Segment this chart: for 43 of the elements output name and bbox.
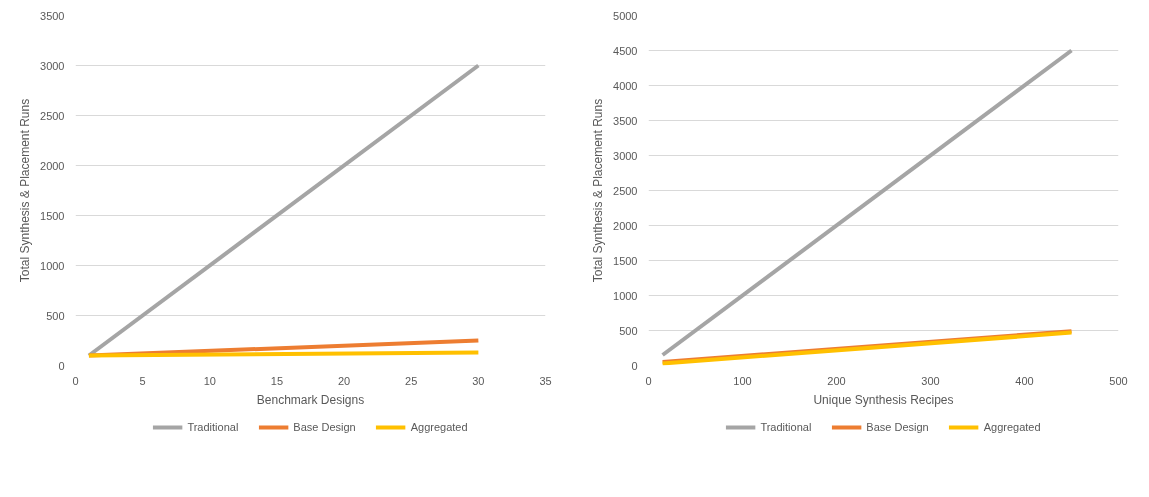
x-tick-label: 0: [645, 374, 652, 387]
y-tick-label: 4500: [613, 44, 638, 57]
y-tick-label: 500: [619, 324, 638, 337]
y-tick-label: 2500: [40, 109, 65, 122]
x-axis-title: Unique Synthesis Recipes: [813, 392, 954, 407]
x-tick-label: 15: [270, 374, 284, 387]
y-tick-label: 0: [631, 359, 638, 372]
y-tick-label: 3500: [40, 9, 65, 22]
y-tick-label: 3000: [40, 59, 65, 72]
x-tick-label: 300: [921, 374, 940, 387]
x-tick-label: 0: [72, 374, 79, 387]
y-tick-label: 2000: [40, 159, 65, 172]
y-tick-label: 3000: [613, 149, 638, 162]
y-tick-label: 1500: [613, 254, 638, 267]
x-tick-label: 100: [733, 374, 752, 387]
legend-label: Traditional: [187, 421, 239, 433]
x-tick-label: 35: [539, 374, 552, 387]
y-axis-title: Total Synthesis & Placement Runs: [18, 98, 33, 283]
y-tick-label: 4000: [613, 79, 638, 92]
legend-label: Aggregated: [983, 421, 1041, 433]
y-tick-label: 1000: [40, 259, 65, 272]
y-tick-label: 2000: [613, 219, 638, 232]
x-axis-title: Benchmark Designs: [256, 392, 365, 407]
y-tick-label: 3500: [613, 114, 638, 127]
legend-label: Base Design: [866, 421, 929, 433]
x-tick-label: 400: [1015, 374, 1034, 387]
legend-label: Base Design: [293, 421, 356, 433]
y-tick-label: 1500: [40, 209, 65, 222]
y-tick-label: 1000: [613, 289, 638, 302]
x-tick-label: 500: [1109, 374, 1128, 387]
y-tick-label: 2500: [613, 184, 638, 197]
y-tick-label: 0: [58, 359, 65, 372]
y-axis-title: Total Synthesis & Placement Runs: [591, 98, 606, 283]
x-tick-label: 25: [405, 374, 418, 387]
y-tick-label: 5000: [613, 9, 638, 22]
x-tick-label: 10: [203, 374, 216, 387]
legend-label: Traditional: [760, 421, 812, 433]
x-tick-label: 5: [139, 374, 146, 387]
x-tick-label: 30: [472, 374, 485, 387]
x-tick-label: 200: [827, 374, 846, 387]
legend-label: Aggregated: [410, 421, 468, 433]
x-tick-label: 20: [337, 374, 351, 387]
y-tick-label: 500: [46, 309, 65, 322]
